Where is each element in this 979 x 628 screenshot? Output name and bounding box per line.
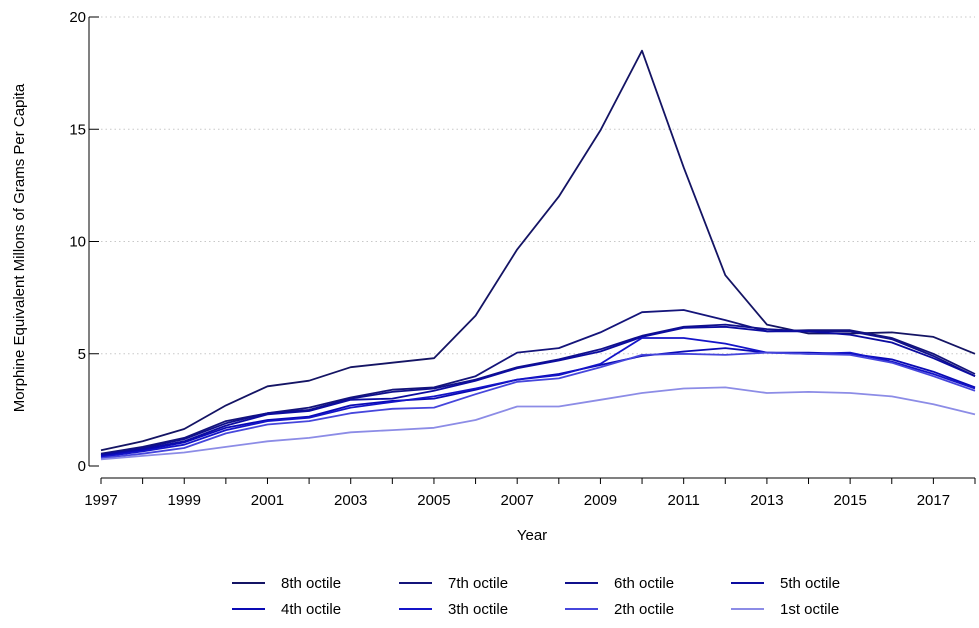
legend-label: 8th octile: [281, 575, 341, 592]
series-line-4: [100, 325, 976, 457]
x-tick-label: 1997: [84, 492, 117, 509]
series-line-8: [100, 386, 976, 461]
axes: 0 5 10 15 20 1997 1999 2001 2003 2005 2007 2009 2011…: [69, 9, 976, 509]
x-axis-title: Year: [517, 527, 547, 544]
x-tick-label: 1999: [168, 492, 201, 509]
y-tick-label: 0: [78, 458, 86, 475]
legend-label: 2th octile: [614, 601, 674, 618]
x-tick-label: 2011: [668, 492, 700, 509]
x-tick-label: 2013: [750, 492, 783, 509]
x-tick-label: 2007: [501, 492, 534, 509]
series-line-7: [100, 351, 976, 459]
x-tick-label: 2017: [917, 492, 950, 509]
legend: 8th octile 7th octile 6th octile 5th octile…: [232, 575, 840, 618]
legend-label: 4th octile: [281, 601, 341, 618]
series-lines: [100, 49, 976, 461]
x-tick-label: 2001: [251, 492, 284, 509]
legend-label: 7th octile: [448, 575, 508, 592]
series-line-1: [100, 49, 976, 452]
series-line-6: [100, 337, 976, 458]
y-tick-label: 10: [69, 234, 86, 251]
x-tick-label: 2009: [584, 492, 617, 509]
legend-label: 6th octile: [614, 575, 674, 592]
y-tick-label: 15: [69, 121, 86, 138]
x-tick-label: 2005: [417, 492, 450, 509]
gridlines: [101, 16, 975, 355]
y-tick-label: 5: [78, 346, 86, 363]
series-line-2: [100, 309, 976, 455]
legend-label: 5th octile: [780, 575, 840, 592]
series-line-3: [100, 323, 976, 456]
legend-label: 1st octile: [780, 601, 839, 618]
y-tick-label: 20: [69, 9, 86, 26]
x-tick-label: 2015: [833, 492, 866, 509]
legend-label: 3th octile: [448, 601, 508, 618]
x-tick-label: 2003: [334, 492, 367, 509]
y-axis-title: Morphine Equivalent Millons of Grams Per…: [11, 83, 28, 412]
